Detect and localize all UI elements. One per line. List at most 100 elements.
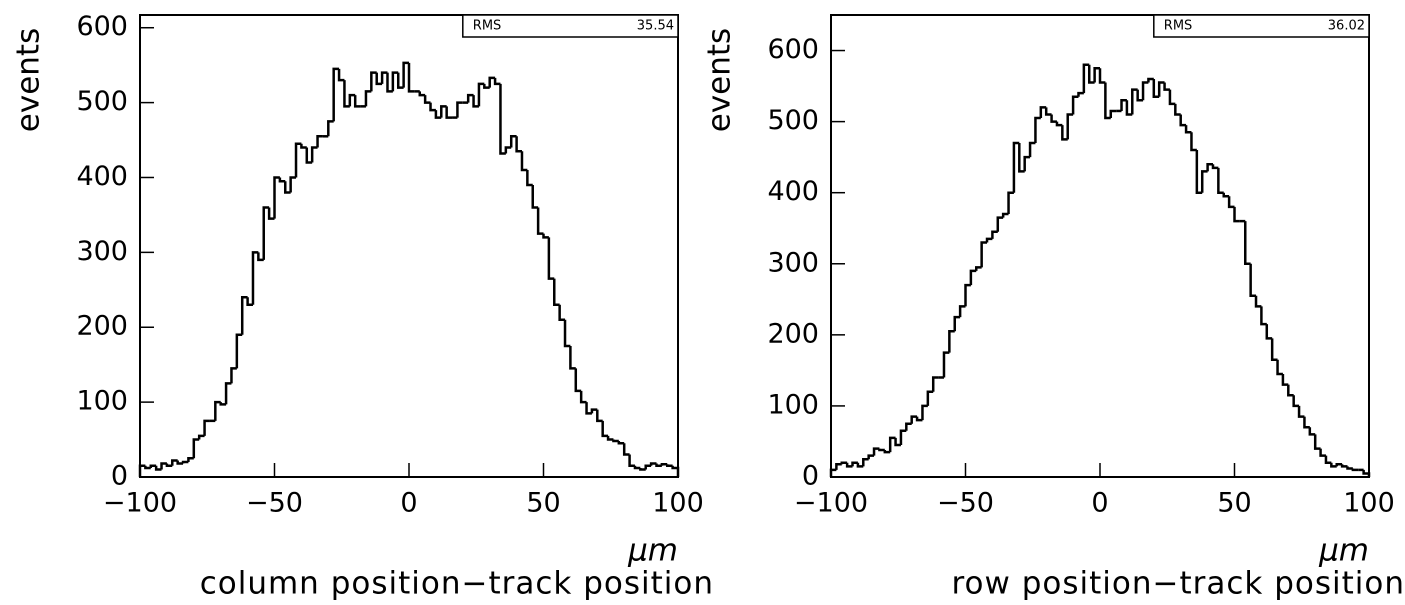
histogram-bin — [1012, 141, 1020, 193]
histogram-bin — [1287, 384, 1294, 397]
histogram-bin — [396, 72, 404, 89]
histogram-bin — [867, 454, 875, 460]
histogram-bin — [1330, 462, 1337, 468]
histogram-bin — [991, 230, 998, 239]
x-tick-label: −100 — [794, 488, 868, 519]
histogram-bin — [1260, 306, 1267, 326]
histogram-bin — [644, 464, 652, 470]
histogram-bin — [883, 449, 891, 454]
histogram-bin — [585, 402, 592, 415]
histogram-bin — [985, 237, 993, 243]
histogram-bin — [1071, 95, 1079, 115]
histogram-bin — [472, 95, 479, 108]
histogram-bin — [230, 367, 237, 384]
y-tick-label: 600 — [76, 11, 128, 42]
histogram-bin — [878, 448, 885, 452]
histogram-bin — [1018, 142, 1025, 173]
histogram-bin — [1120, 99, 1127, 111]
histogram-bin — [628, 454, 635, 468]
stats-value: 36.02 — [1328, 19, 1365, 34]
histogram-bin — [1227, 196, 1235, 209]
histogram-bin — [1023, 155, 1031, 172]
histogram-bin — [504, 146, 512, 154]
histogram-bin — [499, 83, 506, 155]
histogram-bin — [1254, 295, 1262, 308]
histogram-bin — [542, 233, 549, 239]
histogram-bin — [1131, 88, 1138, 115]
y-tick-label: 100 — [76, 386, 128, 417]
histogram-bin — [633, 465, 641, 470]
histogram-bin — [1055, 121, 1063, 127]
histogram-bin — [235, 333, 243, 369]
histogram-bin — [894, 437, 901, 447]
y-tick-label: 200 — [767, 318, 819, 349]
histogram-bin — [569, 345, 576, 370]
histogram-bin — [835, 462, 842, 470]
histogram-bin — [364, 90, 372, 107]
histogram-bin — [1362, 469, 1371, 477]
histogram-bin — [203, 419, 210, 436]
histogram-bin — [375, 72, 383, 86]
histogram-panel: 0 100 200 300 400 500 600 −100 −50 0 50 100 RMS 36.02… — [702, 14, 1405, 602]
histogram-bin — [348, 93, 356, 107]
histogram-bin — [327, 120, 334, 137]
x-tick-label: 50 — [526, 488, 560, 519]
histogram-bin — [1141, 81, 1149, 101]
histogram-bin — [219, 402, 227, 406]
histogram-bin — [1061, 125, 1068, 141]
stats-label: RMS — [1164, 19, 1193, 34]
histogram-bin — [310, 146, 318, 163]
y-axis-label: events — [702, 28, 738, 132]
histogram-bin — [515, 136, 522, 153]
histogram-bin — [1168, 89, 1176, 106]
stats-value: 35.54 — [637, 19, 674, 34]
histogram-bin — [154, 465, 162, 471]
x-tick-label: 100 — [1343, 488, 1395, 519]
histogram-bin — [370, 71, 377, 92]
histogram-bin — [606, 435, 614, 441]
histogram-bin — [343, 80, 350, 108]
histogram-bin — [214, 400, 221, 421]
y-tick-label: 100 — [767, 389, 819, 420]
histogram-bin — [1265, 324, 1273, 340]
histogram-bin — [1152, 78, 1160, 98]
histogram-bin — [1157, 81, 1165, 97]
histogram-bin — [493, 77, 501, 86]
histogram-bin — [1163, 82, 1170, 91]
x-tick-label: 0 — [400, 488, 417, 519]
histogram-bin — [305, 147, 313, 164]
x-tick-label: 100 — [652, 488, 704, 519]
x-axis-label: row position−track position — [951, 566, 1405, 602]
histogram-bin — [845, 462, 853, 468]
histogram-bin — [1244, 221, 1251, 266]
histogram-bin — [171, 459, 178, 466]
histogram-bin — [224, 382, 232, 405]
histogram-bin — [1292, 395, 1300, 408]
histogram-bin — [284, 181, 291, 194]
histogram-bin — [1039, 106, 1047, 119]
x-axis-unit: μm — [627, 533, 678, 569]
histogram-bin — [996, 216, 1004, 232]
histogram-bin — [192, 438, 200, 459]
histogram-bin — [888, 436, 896, 453]
histogram-bin — [144, 465, 151, 470]
x-tick-label: −50 — [937, 488, 994, 519]
y-tick-label: 500 — [76, 86, 128, 117]
histogram-bin — [579, 390, 587, 404]
histogram-bin — [294, 142, 302, 178]
histogram-bin — [1093, 67, 1100, 83]
histogram-bin — [407, 62, 415, 93]
histogram-bin — [531, 184, 539, 209]
histogram-bin — [590, 408, 598, 414]
histogram-bin — [262, 206, 270, 260]
histogram-bin — [1190, 132, 1197, 152]
histogram-bin — [240, 296, 248, 335]
histogram-bin — [953, 315, 961, 332]
histogram-bin — [964, 283, 971, 307]
histogram-bin — [1351, 468, 1359, 472]
histogram-bin — [466, 93, 474, 103]
histogram-bin — [1324, 455, 1332, 465]
histogram-bin — [1087, 64, 1095, 84]
histogram-bin — [138, 464, 146, 477]
